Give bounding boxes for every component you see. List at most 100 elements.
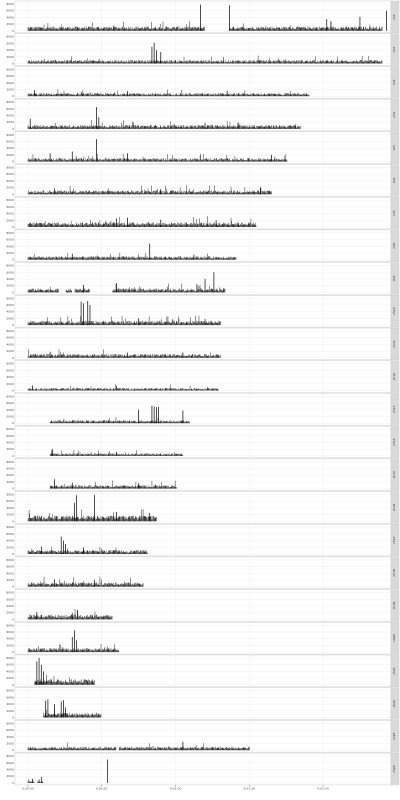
- y-tick-label: 4000: [6, 81, 14, 85]
- y-tick-label: 2000: [6, 316, 14, 320]
- y-tick-label: 2000: [6, 611, 14, 615]
- panel-11: 0 2000 4000 6000 8000 ch11: [6, 327, 400, 361]
- x-tick-label: 0:00:30: [96, 787, 108, 791]
- y-tick-label: 0: [12, 29, 14, 33]
- facet-strip: [390, 589, 400, 622]
- panel-14: 0 2000 4000 6000 8000 ch14: [6, 425, 400, 459]
- signal-trace: [27, 349, 221, 358]
- y-tick-label: 0: [12, 258, 14, 262]
- y-tick-label: 2000: [6, 88, 14, 92]
- y-tick-label: 8000: [6, 427, 14, 431]
- y-tick-label: 0: [12, 683, 14, 687]
- y-tick-label: 6000: [6, 41, 14, 45]
- panel-3: 0 2000 4000 6000 8000 ch3: [6, 66, 400, 99]
- panel-13: 0 2000 4000 6000 8000 ch13: [6, 393, 400, 426]
- facet-strip: [390, 458, 400, 491]
- facet-strip-label: ch3: [392, 79, 396, 85]
- facet-strip-label: ch13: [392, 406, 396, 413]
- facet-strip: [390, 491, 400, 524]
- y-tick-label: 4000: [6, 15, 14, 19]
- panel-background: [14, 654, 392, 688]
- y-tick-label: 2000: [6, 55, 14, 59]
- panel-background: [14, 556, 392, 589]
- y-tick-label: 8000: [6, 623, 14, 627]
- y-tick-label: 4000: [6, 146, 14, 150]
- signal-trace: [27, 283, 226, 293]
- facet-strip: [390, 262, 400, 295]
- y-tick-label: 8000: [6, 721, 14, 725]
- y-tick-label: 6000: [6, 728, 14, 732]
- panel-1: 0 2000 4000 6000 8000 ch1: [6, 0, 400, 34]
- y-tick-label: 6000: [6, 499, 14, 503]
- y-tick-label: 8000: [6, 754, 14, 758]
- facet-strip: [390, 0, 400, 34]
- facet-strip: [390, 229, 400, 262]
- panel-background: [14, 66, 392, 99]
- y-tick-label: 2000: [6, 186, 14, 190]
- y-tick-label: 4000: [6, 506, 14, 510]
- facet-strip: [390, 622, 400, 655]
- y-tick-label: 6000: [6, 205, 14, 209]
- y-tick-label: 6000: [6, 140, 14, 144]
- y-tick-label: 2000: [6, 513, 14, 517]
- y-tick-label: 0: [12, 389, 14, 393]
- y-tick-label: 0: [12, 160, 14, 164]
- y-tick-label: 8000: [6, 591, 14, 595]
- y-tick-label: 2000: [6, 643, 14, 647]
- y-tick-label: 8000: [6, 460, 14, 464]
- y-tick-label: 4000: [6, 768, 14, 772]
- facet-strip: [390, 360, 400, 393]
- panel-background: [14, 360, 392, 393]
- facet-strip: [390, 425, 400, 459]
- y-tick-label: 6000: [6, 597, 14, 601]
- facet-strip: [390, 523, 400, 557]
- panel-8: 0 2000 4000 6000 8000 ch8: [6, 229, 400, 262]
- y-tick-label: 0: [12, 552, 14, 556]
- y-tick-label: 8000: [6, 689, 14, 693]
- signal-trace: [27, 315, 221, 326]
- y-tick-label: 8000: [6, 198, 14, 202]
- panel-15: 0 2000 4000 6000 8000 ch15: [6, 458, 400, 491]
- y-tick-label: 6000: [6, 336, 14, 340]
- y-tick-label: 0: [12, 748, 14, 752]
- panel-21: 0 2000 4000 6000 8000 ch21: [6, 654, 400, 688]
- y-tick-label: 6000: [6, 532, 14, 536]
- y-tick-label: 8000: [6, 264, 14, 268]
- x-tick-label: 0:01:30: [244, 787, 256, 791]
- y-tick-label: 2000: [6, 676, 14, 680]
- facet-strip-label: ch19: [392, 602, 396, 609]
- y-tick-label: 8000: [6, 656, 14, 660]
- panel-19: 0 2000 4000 6000 8000 ch19: [6, 589, 400, 622]
- panel-22: 0 2000 4000 6000 8000 ch22: [6, 687, 400, 720]
- signal-trace: [49, 450, 184, 456]
- y-tick-label: 2000: [6, 742, 14, 746]
- y-tick-label: 0: [12, 225, 14, 229]
- panel-group: 02000400060008000ch102000400060008000ch2…: [6, 0, 400, 786]
- panel-background: [14, 262, 392, 295]
- facet-strip: [390, 33, 400, 66]
- y-tick-label: 4000: [6, 571, 14, 575]
- y-tick-label: 8000: [6, 394, 14, 398]
- panel-2: 0 2000 4000 6000 8000 ch2: [6, 33, 400, 66]
- y-tick-label: 0: [12, 487, 14, 491]
- signal-trace: [27, 252, 237, 260]
- x-tick-label: 0:01:00: [170, 787, 182, 791]
- panel-background: [14, 229, 392, 262]
- y-tick-label: 0: [12, 454, 14, 458]
- panel-background: [14, 752, 392, 786]
- panel-background: [14, 687, 392, 720]
- facet-strip-label: ch7: [392, 210, 396, 216]
- signal-trace: [43, 709, 102, 718]
- panel-background: [14, 131, 392, 164]
- facet-strip-label: ch23: [392, 733, 396, 740]
- panel-10: 0 2000 4000 6000 8000 ch10: [6, 295, 400, 328]
- panel-background: [14, 720, 392, 753]
- y-tick-label: 6000: [6, 467, 14, 471]
- y-tick-label: 8000: [6, 35, 14, 39]
- signal-trace: [27, 216, 257, 227]
- y-tick-label: 4000: [6, 114, 14, 118]
- facet-strip: [390, 327, 400, 361]
- y-tick-label: 6000: [6, 303, 14, 307]
- facet-strip-label: ch8: [392, 243, 396, 249]
- y-tick-label: 8000: [6, 166, 14, 170]
